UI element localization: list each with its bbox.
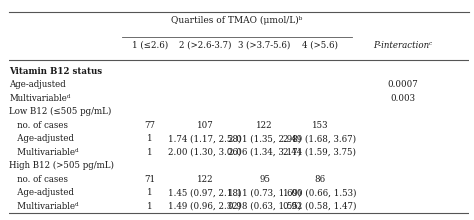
Text: 1.11 (0.73, 1.69): 1.11 (0.73, 1.69) [228, 188, 301, 197]
Text: 2.06 (1.34, 3.17): 2.06 (1.34, 3.17) [228, 148, 301, 157]
Text: 1.74 (1.17, 2.58): 1.74 (1.17, 2.58) [168, 134, 242, 143]
Text: 77: 77 [144, 121, 155, 130]
Text: 0.003: 0.003 [390, 94, 415, 103]
Text: Age-adjusted: Age-adjusted [9, 134, 74, 143]
Text: Multivariableᵈ: Multivariableᵈ [9, 148, 79, 157]
Text: 1 (≤2.6): 1 (≤2.6) [132, 41, 168, 50]
Text: Age-adjusted: Age-adjusted [9, 188, 74, 197]
Text: 1: 1 [147, 188, 153, 197]
Text: 0.0007: 0.0007 [387, 80, 418, 89]
Text: Multivariableᵈ: Multivariableᵈ [9, 202, 79, 211]
Text: 71: 71 [144, 175, 155, 184]
Text: 2.44 (1.59, 3.75): 2.44 (1.59, 3.75) [283, 148, 356, 157]
Text: 1.45 (0.97, 2.18): 1.45 (0.97, 2.18) [168, 188, 242, 197]
Text: 0.92 (0.58, 1.47): 0.92 (0.58, 1.47) [283, 202, 356, 211]
Text: 153: 153 [311, 121, 328, 130]
Text: 0.98 (0.63, 1.55): 0.98 (0.63, 1.55) [228, 202, 301, 211]
Text: 1.00 (0.66, 1.53): 1.00 (0.66, 1.53) [283, 188, 356, 197]
Text: 3 (>3.7-5.6): 3 (>3.7-5.6) [238, 41, 291, 50]
Text: 107: 107 [197, 121, 213, 130]
Text: 4 (>5.6): 4 (>5.6) [302, 41, 338, 50]
Text: Low B12 (≤505 pg/mL): Low B12 (≤505 pg/mL) [9, 107, 112, 116]
Text: 2 (>2.6-3.7): 2 (>2.6-3.7) [179, 41, 231, 50]
Text: 122: 122 [197, 175, 213, 184]
Text: High B12 (>505 pg/mL): High B12 (>505 pg/mL) [9, 161, 115, 170]
Text: 2.49 (1.68, 3.67): 2.49 (1.68, 3.67) [283, 134, 356, 143]
Text: 1.49 (0.96, 2.32): 1.49 (0.96, 2.32) [168, 202, 241, 211]
Text: 2.00 (1.30, 3.06): 2.00 (1.30, 3.06) [168, 148, 242, 157]
Text: P-interactionᶜ: P-interactionᶜ [373, 41, 432, 50]
Text: 1: 1 [147, 134, 153, 143]
Text: no. of cases: no. of cases [9, 175, 68, 184]
Text: 122: 122 [256, 121, 273, 130]
Text: Age-adjusted: Age-adjusted [9, 80, 66, 89]
Text: Multivariableᵈ: Multivariableᵈ [9, 94, 71, 103]
Text: 1: 1 [147, 148, 153, 157]
Text: 86: 86 [314, 175, 325, 184]
Text: 1: 1 [147, 202, 153, 211]
Text: Vitamin B12 status: Vitamin B12 status [9, 67, 102, 76]
Text: no. of cases: no. of cases [9, 121, 68, 130]
Text: 2.01 (1.35, 2.98): 2.01 (1.35, 2.98) [228, 134, 301, 143]
Text: 95: 95 [259, 175, 270, 184]
Text: Quartiles of TMAO (μmol/L)ᵇ: Quartiles of TMAO (μmol/L)ᵇ [172, 16, 303, 25]
